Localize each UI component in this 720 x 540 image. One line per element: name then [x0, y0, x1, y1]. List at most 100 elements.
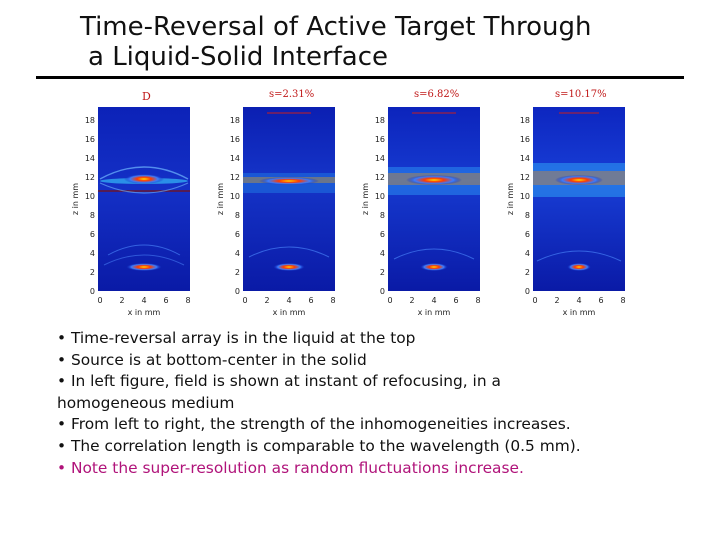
x-axis-label: x in mm	[273, 308, 306, 317]
simulation-panel-s-10-17: s=10.17% z in mm x in mm 18 16 14 12 10 …	[503, 85, 643, 317]
simulation-panel-s-2-31: s=2.31% z in mm x in mm 18 16 14 12 10 8…	[213, 85, 353, 317]
y-tick-label: 10	[520, 192, 530, 201]
x-tick-label: 0	[387, 296, 392, 305]
y-tick-labels: 18 16 14 12 10 8 6 4 2 0	[375, 116, 385, 296]
simulation-panel-s-6-82: s=6.82% z in mm x in mm 18 16 14 12 10 8…	[358, 85, 498, 317]
y-tick-label: 4	[525, 249, 530, 258]
y-tick-label: 4	[90, 249, 95, 258]
x-tick-label: 4	[286, 296, 291, 305]
y-axis-label: z in mm	[506, 183, 515, 215]
y-tick-label: 6	[90, 230, 95, 239]
x-tick-label: 4	[141, 296, 146, 305]
y-tick-label: 8	[525, 211, 530, 220]
x-tick-label: 2	[264, 296, 269, 305]
x-tick-label: 4	[431, 296, 436, 305]
y-tick-label: 0	[90, 287, 95, 296]
y-tick-label: 2	[380, 268, 385, 277]
slide-title-line-2: a Liquid-Solid Interface	[88, 42, 389, 72]
y-tick-label: 14	[230, 154, 240, 163]
y-tick-label: 8	[235, 211, 240, 220]
panel-svg: D z in mm x in mm 18 16 14 12 10 8 6 4 2…	[71, 90, 191, 317]
y-tick-label: 18	[230, 116, 240, 125]
y-axis-label: z in mm	[361, 183, 370, 215]
y-tick-label: 12	[375, 173, 385, 182]
x-tick-label: 6	[453, 296, 458, 305]
panel-label: s=10.17%	[555, 89, 607, 100]
y-tick-label: 10	[230, 192, 240, 201]
y-tick-label: 12	[230, 173, 240, 182]
y-tick-label: 12	[520, 173, 530, 182]
y-tick-labels: 18 16 14 12 10 8 6 4 2 0	[230, 116, 240, 296]
bullet-item: • In left figure, field is shown at inst…	[57, 372, 501, 391]
bullet-item: • Source is at bottom-center in the soli…	[57, 350, 367, 369]
panel-label: s=6.82%	[414, 89, 459, 100]
y-tick-label: 12	[85, 173, 95, 182]
y-tick-label: 4	[380, 249, 385, 258]
y-tick-label: 18	[85, 116, 95, 125]
bullet-item: • From left to right, the strength of th…	[57, 415, 571, 434]
x-axis-label: x in mm	[128, 308, 161, 317]
y-tick-label: 0	[525, 287, 530, 296]
x-tick-label: 2	[119, 296, 124, 305]
bullet-item: • The correlation length is comparable t…	[57, 436, 581, 455]
panel-label: s=2.31%	[269, 89, 314, 100]
y-tick-label: 16	[520, 135, 530, 144]
x-tick-labels: 0 2 4 6 8	[387, 296, 480, 305]
x-tick-label: 8	[620, 296, 625, 305]
simulation-figure-row: D z in mm x in mm 18 16 14 12 10 8 6 4 2…	[68, 85, 648, 317]
x-axis-label: x in mm	[563, 308, 596, 317]
y-tick-labels: 18 16 14 12 10 8 6 4 2 0	[520, 116, 530, 296]
x-tick-labels: 0 2 4 6 8	[242, 296, 335, 305]
y-tick-label: 6	[235, 230, 240, 239]
slide-title-line-1: Time-Reversal of Active Target Through	[80, 12, 592, 42]
x-tick-label: 8	[185, 296, 190, 305]
bullet-list: • Time-reversal array is in the liquid a…	[57, 328, 657, 479]
y-tick-label: 10	[85, 192, 95, 201]
x-tick-label: 6	[598, 296, 603, 305]
y-tick-label: 10	[375, 192, 385, 201]
x-tick-label: 0	[97, 296, 102, 305]
y-tick-label: 2	[525, 268, 530, 277]
y-tick-labels: 18 16 14 12 10 8 6 4 2 0	[85, 116, 95, 296]
y-tick-label: 8	[380, 211, 385, 220]
y-axis-label: z in mm	[71, 183, 80, 215]
y-tick-label: 0	[235, 287, 240, 296]
y-axis-label: z in mm	[216, 183, 225, 215]
title-divider	[36, 76, 684, 79]
x-tick-label: 6	[163, 296, 168, 305]
y-tick-label: 16	[230, 135, 240, 144]
y-tick-label: 0	[380, 287, 385, 296]
y-tick-label: 16	[85, 135, 95, 144]
x-tick-labels: 0 2 4 6 8	[532, 296, 625, 305]
panel-svg: s=10.17% z in mm x in mm 18 16 14 12 10 …	[506, 89, 626, 317]
x-tick-label: 2	[409, 296, 414, 305]
bullet-item-continuation: homogeneous medium	[57, 393, 235, 412]
x-tick-label: 0	[242, 296, 247, 305]
y-tick-label: 2	[90, 268, 95, 277]
panel-svg: s=6.82% z in mm x in mm 18 16 14 12 10 8…	[361, 89, 481, 317]
y-tick-label: 6	[525, 230, 530, 239]
panel-label: D	[142, 90, 151, 103]
x-axis-label: x in mm	[418, 308, 451, 317]
y-tick-label: 14	[520, 154, 530, 163]
y-tick-label: 6	[380, 230, 385, 239]
y-tick-label: 16	[375, 135, 385, 144]
simulation-panel-homogeneous: D z in mm x in mm 18 16 14 12 10 8 6 4 2…	[68, 85, 208, 317]
y-tick-label: 2	[235, 268, 240, 277]
bullet-item-highlight: • Note the super-resolution as random fl…	[57, 458, 524, 477]
y-tick-label: 8	[90, 211, 95, 220]
x-tick-labels: 0 2 4 6 8	[97, 296, 190, 305]
x-tick-label: 8	[330, 296, 335, 305]
y-tick-label: 14	[85, 154, 95, 163]
x-tick-label: 8	[475, 296, 480, 305]
x-tick-label: 0	[532, 296, 537, 305]
y-tick-label: 14	[375, 154, 385, 163]
x-tick-label: 6	[308, 296, 313, 305]
slide-title: Time-Reversal of Active Target Through a…	[80, 12, 640, 72]
bullet-item: • Time-reversal array is in the liquid a…	[57, 329, 416, 347]
panel-svg: s=2.31% z in mm x in mm 18 16 14 12 10 8…	[216, 89, 336, 317]
x-tick-label: 4	[576, 296, 581, 305]
y-tick-label: 18	[375, 116, 385, 125]
y-tick-label: 4	[235, 249, 240, 258]
y-tick-label: 18	[520, 116, 530, 125]
